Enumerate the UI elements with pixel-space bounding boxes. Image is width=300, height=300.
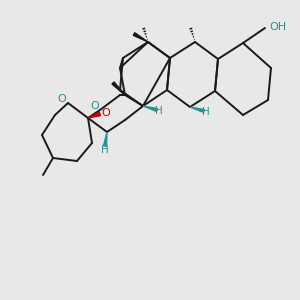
Polygon shape bbox=[190, 107, 204, 112]
Polygon shape bbox=[112, 82, 125, 95]
Text: H: H bbox=[155, 106, 163, 116]
Polygon shape bbox=[143, 106, 158, 111]
Text: O: O bbox=[91, 101, 99, 111]
Text: H: H bbox=[101, 145, 109, 155]
Polygon shape bbox=[133, 33, 148, 42]
Text: H: H bbox=[202, 107, 210, 117]
Text: O: O bbox=[102, 108, 110, 118]
Text: O: O bbox=[58, 94, 66, 104]
Text: OH: OH bbox=[269, 22, 286, 32]
Polygon shape bbox=[103, 132, 107, 146]
Polygon shape bbox=[88, 112, 100, 118]
